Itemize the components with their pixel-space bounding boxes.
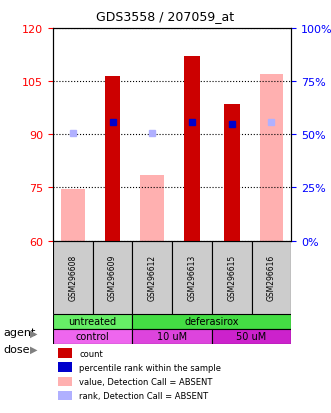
Text: 50 uM: 50 uM <box>236 332 267 342</box>
Text: 10 uM: 10 uM <box>157 332 187 342</box>
FancyBboxPatch shape <box>53 241 93 314</box>
Bar <box>224 105 240 241</box>
Text: rank, Detection Call = ABSENT: rank, Detection Call = ABSENT <box>79 391 208 400</box>
FancyBboxPatch shape <box>93 241 132 314</box>
Text: deferasirox: deferasirox <box>185 316 239 326</box>
FancyBboxPatch shape <box>252 241 291 314</box>
Text: agent: agent <box>3 328 36 337</box>
Text: GSM296613: GSM296613 <box>187 254 197 301</box>
Bar <box>58 391 72 401</box>
Text: control: control <box>76 332 110 342</box>
Text: GDS3558 / 207059_at: GDS3558 / 207059_at <box>96 10 235 23</box>
Text: dose: dose <box>3 344 30 354</box>
Text: untreated: untreated <box>69 316 117 326</box>
Text: ▶: ▶ <box>30 344 37 354</box>
Text: GSM296615: GSM296615 <box>227 254 236 301</box>
Bar <box>105 77 120 241</box>
Text: GSM296608: GSM296608 <box>68 254 77 301</box>
FancyBboxPatch shape <box>132 314 291 329</box>
Text: count: count <box>79 349 103 358</box>
FancyBboxPatch shape <box>132 329 212 344</box>
Text: percentile rank within the sample: percentile rank within the sample <box>79 363 221 372</box>
Bar <box>184 57 200 241</box>
Text: value, Detection Call = ABSENT: value, Detection Call = ABSENT <box>79 377 213 386</box>
FancyBboxPatch shape <box>212 329 291 344</box>
Bar <box>260 75 283 241</box>
Bar <box>58 362 72 372</box>
Bar <box>61 190 85 241</box>
Text: GSM296609: GSM296609 <box>108 254 117 301</box>
Bar <box>58 377 72 387</box>
FancyBboxPatch shape <box>172 241 212 314</box>
FancyBboxPatch shape <box>212 241 252 314</box>
Text: GSM296616: GSM296616 <box>267 254 276 301</box>
Text: ▶: ▶ <box>30 328 37 337</box>
FancyBboxPatch shape <box>53 329 132 344</box>
Text: GSM296612: GSM296612 <box>148 254 157 300</box>
Bar <box>140 176 164 241</box>
FancyBboxPatch shape <box>132 241 172 314</box>
Bar <box>58 349 72 358</box>
FancyBboxPatch shape <box>53 314 132 329</box>
